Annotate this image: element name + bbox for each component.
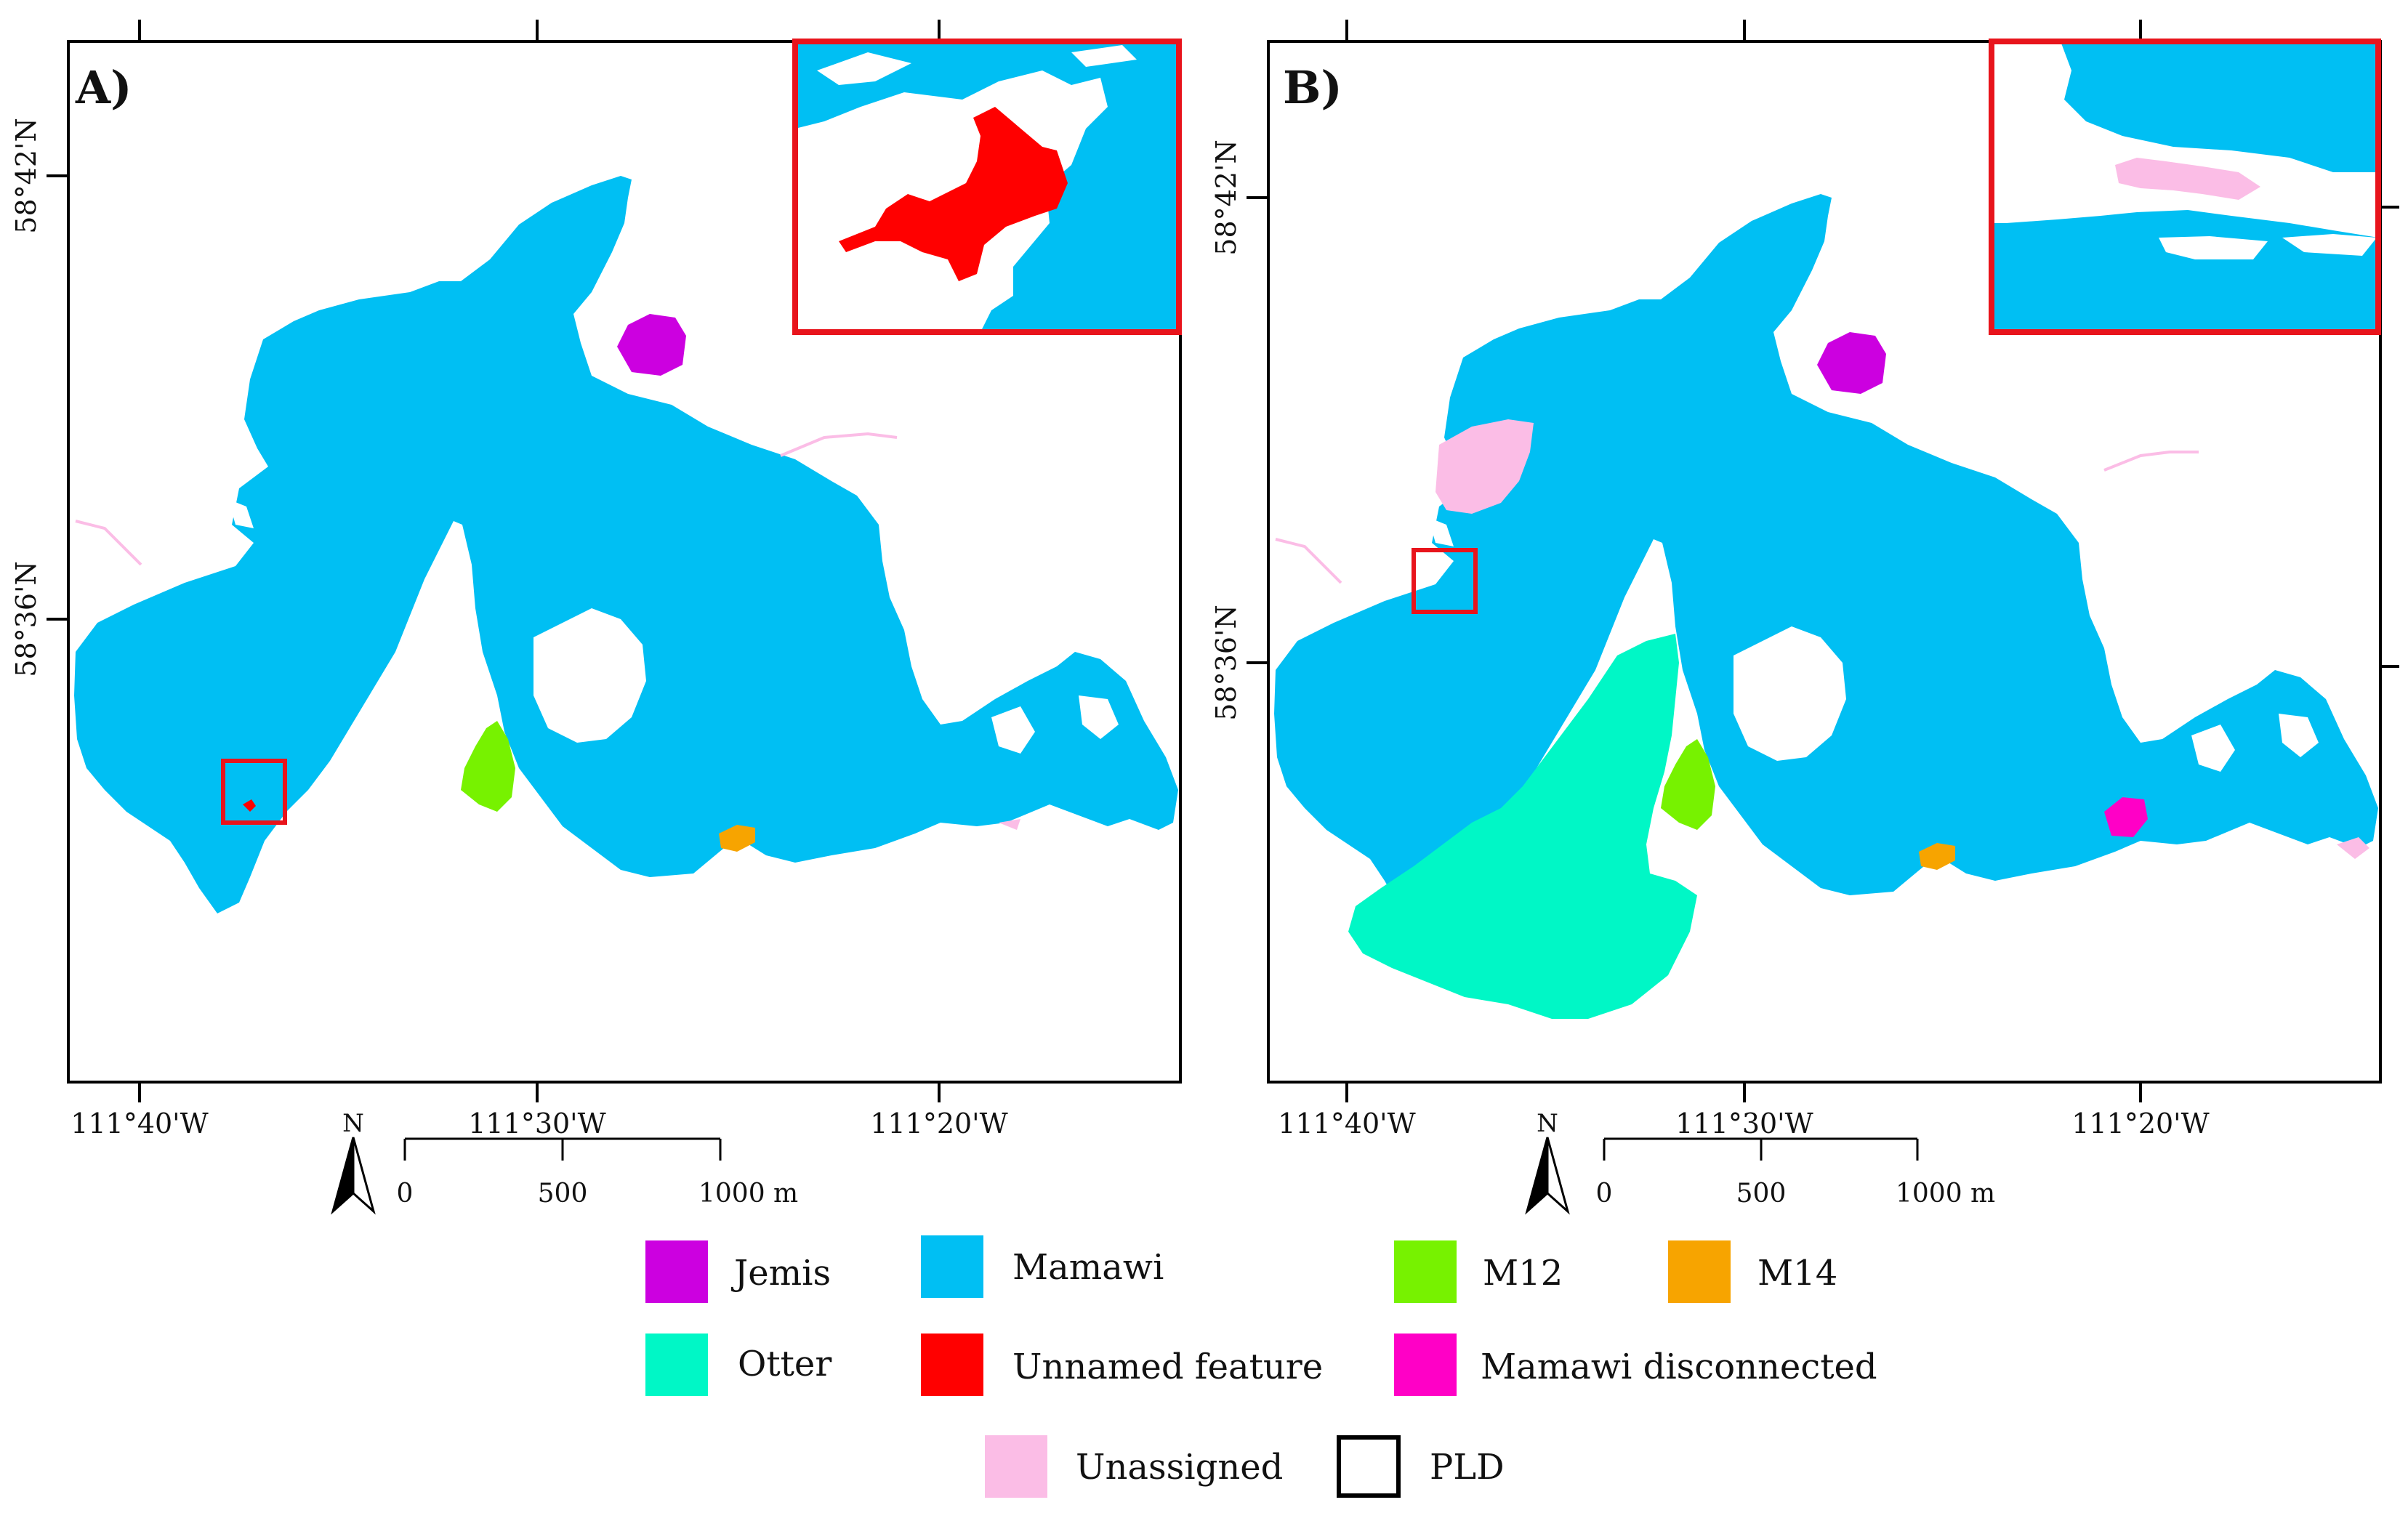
inset-unnamed-feature-a (839, 107, 1068, 281)
legend-item-otter: Otter (645, 1334, 831, 1396)
scale-bar-a (403, 1137, 722, 1161)
legend-label-pld: PLD (1430, 1447, 1505, 1488)
channel-east-a (780, 432, 898, 457)
scale-bar-b (1603, 1137, 1919, 1161)
legend-swatch-pld (1337, 1435, 1401, 1498)
legend-label-mamawi: Mamawi (1012, 1247, 1164, 1288)
map-panel-b: B) 58°42'N 58°36'N 111°40'W 111°30'W 111… (1210, 20, 2399, 1215)
lat-label-1-a: 58°42'N (10, 118, 42, 233)
m14-region-a (719, 825, 755, 852)
scale-label-500-b: 500 (1736, 1179, 1787, 1209)
legend-swatch-otter (645, 1334, 708, 1396)
scale-label-0-a: 0 (397, 1179, 414, 1209)
unassigned-region-a (999, 819, 1020, 830)
legend-swatch-mamawi (921, 1235, 983, 1298)
inset-a (792, 39, 1182, 335)
otter-region-b (1348, 634, 1697, 1019)
tick-marks-b (1247, 20, 2399, 1102)
scale-label-1000-b: 1000 m (1896, 1179, 1995, 1209)
legend-label-unassigned: Unassigned (1076, 1447, 1283, 1488)
scale-label-1000-a: 1000 m (698, 1179, 798, 1209)
lat-label-2-a: 58°36'N (10, 561, 42, 677)
legend-swatch-unassigned (985, 1435, 1047, 1498)
legend-label-jemis: Jemis (730, 1253, 831, 1294)
lon-label-2-b: 111°30'W (1675, 1107, 1813, 1139)
north-arrow-b: N (1525, 1109, 1570, 1215)
panel-label-a: A) (75, 61, 132, 114)
legend-label-m14: M14 (1757, 1253, 1837, 1294)
legend-item-m14: M14 (1668, 1240, 1837, 1303)
legend-label-unnamed-feature: Unnamed feature (1012, 1347, 1323, 1387)
jemis-region-a (617, 314, 686, 376)
north-label-a: N (342, 1109, 364, 1138)
inset-mamawi-a (795, 41, 1179, 332)
channel-west-a (75, 520, 142, 566)
m14-region-b (1919, 843, 1955, 870)
lat-label-1-b: 58°42'N (1210, 140, 1242, 255)
unassigned-region-b (1435, 419, 1534, 514)
legend-swatch-m14 (1668, 1240, 1731, 1303)
legend-swatch-jemis (645, 1240, 708, 1303)
scale-label-500-a: 500 (538, 1179, 588, 1209)
legend-item-jemis: Jemis (645, 1240, 831, 1303)
north-label-b: N (1537, 1109, 1558, 1138)
legend-swatch-mamawi-disconnected (1394, 1334, 1457, 1396)
unnamed-feature-region-a (243, 799, 256, 812)
lat-label-2-b: 58°36'N (1210, 605, 1242, 720)
panel-label-b: B) (1283, 61, 1342, 114)
lon-label-3-b: 111°20'W (2071, 1107, 2209, 1139)
lon-label-2-a: 111°30'W (468, 1107, 605, 1139)
legend-swatch-m12 (1394, 1240, 1457, 1303)
legend-item-unnamed-feature: Unnamed feature (921, 1334, 1323, 1396)
scale-label-0-b: 0 (1596, 1179, 1613, 1209)
map-panel-a: A) 58°42'N 58°36'N 111°40'W 111°30'W 111… (10, 20, 1182, 1215)
legend-label-mamawi-disconnected: Mamawi disconnected (1481, 1347, 1877, 1387)
lon-label-1-a: 111°40'W (71, 1107, 208, 1139)
locator-box-a (221, 759, 287, 825)
legend-item-mamawi-disconnected: Mamawi disconnected (1394, 1334, 1877, 1396)
channel-west-b (1275, 538, 1342, 584)
north-arrow-a: N (331, 1109, 376, 1215)
m12-region-b (1661, 739, 1715, 830)
legend-item-m12: M12 (1394, 1240, 1563, 1303)
locator-box-b (1412, 548, 1478, 614)
legend-item-unassigned: Unassigned (985, 1435, 1283, 1498)
legend-item-pld: PLD (1337, 1435, 1505, 1498)
lon-label-1-b: 111°40'W (1278, 1107, 1415, 1139)
inset-unassigned-b (2115, 158, 2260, 200)
channel-east-b (2103, 451, 2199, 472)
legend-swatch-unnamed-feature (921, 1334, 983, 1396)
inset-b (1989, 39, 2381, 335)
m12-region-a (461, 721, 515, 812)
legend-item-mamawi: Mamawi (921, 1235, 1164, 1298)
tick-marks-a (47, 20, 941, 1102)
mamawi-disconnected-region-b (2104, 797, 2148, 837)
legend-label-m12: M12 (1483, 1253, 1563, 1294)
legend: Jemis Mamawi M12 M14 Otter Unnamed featu… (645, 1235, 1877, 1498)
lon-label-3-a: 111°20'W (870, 1107, 1007, 1139)
jemis-region-b (1817, 332, 1886, 394)
legend-label-otter: Otter (738, 1344, 831, 1384)
